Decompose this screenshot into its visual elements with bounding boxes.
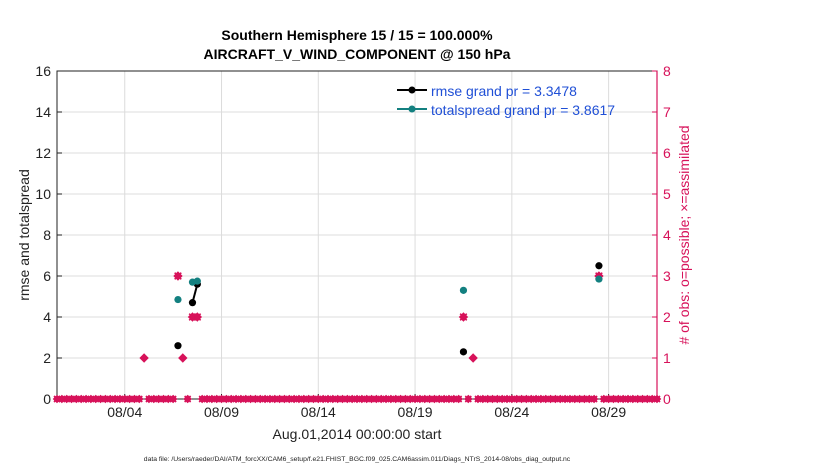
y-left-tick-label: 0 bbox=[43, 391, 51, 407]
legend-totalspread-label: totalspread grand pr = 3.8617 bbox=[431, 102, 615, 118]
obs-possible-marker bbox=[468, 353, 478, 363]
legend-rmse-label: rmse grand pr = 3.3478 bbox=[431, 83, 577, 99]
y-right-tick-label: 4 bbox=[663, 227, 671, 243]
rmse-point bbox=[174, 342, 182, 350]
y-left-tick-label: 12 bbox=[35, 145, 51, 161]
totalspread-point bbox=[174, 295, 182, 304]
x-tick-label: 08/14 bbox=[301, 404, 336, 420]
y-right-tick-label: 6 bbox=[663, 145, 671, 161]
y-left-tick-label: 8 bbox=[43, 227, 51, 243]
obs-assimilated-marker bbox=[590, 395, 598, 403]
y-right-tick-label: 2 bbox=[663, 309, 671, 325]
obs-assimilated-marker bbox=[169, 395, 177, 403]
obs-assimilated-marker bbox=[464, 395, 472, 403]
y-left-tick-label: 6 bbox=[43, 268, 51, 284]
x-tick-label: 08/24 bbox=[494, 404, 529, 420]
x-tick-label: 08/04 bbox=[107, 404, 142, 420]
obs-possible-marker bbox=[139, 353, 149, 363]
left-axis: 0 2 4 6 8 10 12 14 16 bbox=[35, 63, 62, 407]
x-axis: 08/04 08/09 08/14 08/19 08/24 08/29 bbox=[107, 394, 626, 420]
x-tick-label: 08/19 bbox=[398, 404, 433, 420]
legend-totalspread-marker bbox=[408, 105, 416, 113]
grid bbox=[57, 71, 657, 399]
data-marks bbox=[52, 262, 662, 404]
totalspread-point bbox=[459, 286, 468, 294]
y-right-tick-label: 8 bbox=[663, 63, 671, 79]
x-axis-label: Aug.01,2014 00:00:00 start bbox=[273, 426, 442, 442]
rmse-point bbox=[595, 262, 603, 270]
y-left-tick-label: 16 bbox=[35, 63, 51, 79]
legend-rmse-marker bbox=[408, 86, 416, 94]
chart-title-line2: AIRCRAFT_V_WIND_COMPONENT @ 150 hPa bbox=[204, 46, 511, 62]
totalspread-point bbox=[193, 277, 201, 285]
y-right-tick-label: 1 bbox=[663, 350, 671, 366]
y-left-tick-label: 14 bbox=[35, 104, 51, 120]
y-left-tick-label: 4 bbox=[43, 309, 51, 325]
y-right-tick-label: 3 bbox=[663, 268, 671, 284]
rmse-point bbox=[459, 348, 468, 356]
y-axis-label-right: # of obs: o=possible; ×=assimilated bbox=[676, 125, 692, 344]
y-right-tick-label: 5 bbox=[663, 186, 671, 202]
x-tick-label: 08/29 bbox=[591, 404, 626, 420]
y-right-tick-label: 0 bbox=[663, 391, 671, 407]
chart-title-line1: Southern Hemisphere 15 / 15 = 100.000% bbox=[221, 27, 493, 43]
totalspread-point bbox=[595, 275, 603, 283]
obs-assimilated-marker bbox=[193, 313, 202, 321]
x-tick-label: 08/09 bbox=[204, 404, 239, 420]
y-right-tick-label: 7 bbox=[663, 104, 671, 120]
obs-assimilated-marker bbox=[455, 395, 463, 403]
obs-assimilated-marker bbox=[135, 395, 143, 403]
footer-data-file: data file: /Users/raeder/DAI/ATM_forcXX/… bbox=[144, 456, 571, 463]
right-axis: 0 1 2 3 4 5 6 7 8 bbox=[652, 63, 671, 407]
legend: rmse grand pr = 3.3478 totalspread grand… bbox=[397, 83, 615, 118]
obs-assimilated-marker bbox=[174, 272, 182, 280]
rmse-point bbox=[188, 299, 197, 307]
obs-possible-marker bbox=[178, 353, 188, 363]
y-left-tick-label: 2 bbox=[43, 350, 51, 366]
y-left-tick-label: 10 bbox=[35, 186, 51, 202]
obs-assimilated-marker bbox=[459, 313, 468, 321]
obs-assimilated-marker bbox=[184, 395, 192, 403]
obs-assimilated-marker bbox=[653, 395, 661, 403]
y-axis-label-left: rmse and totalspread bbox=[16, 169, 32, 301]
